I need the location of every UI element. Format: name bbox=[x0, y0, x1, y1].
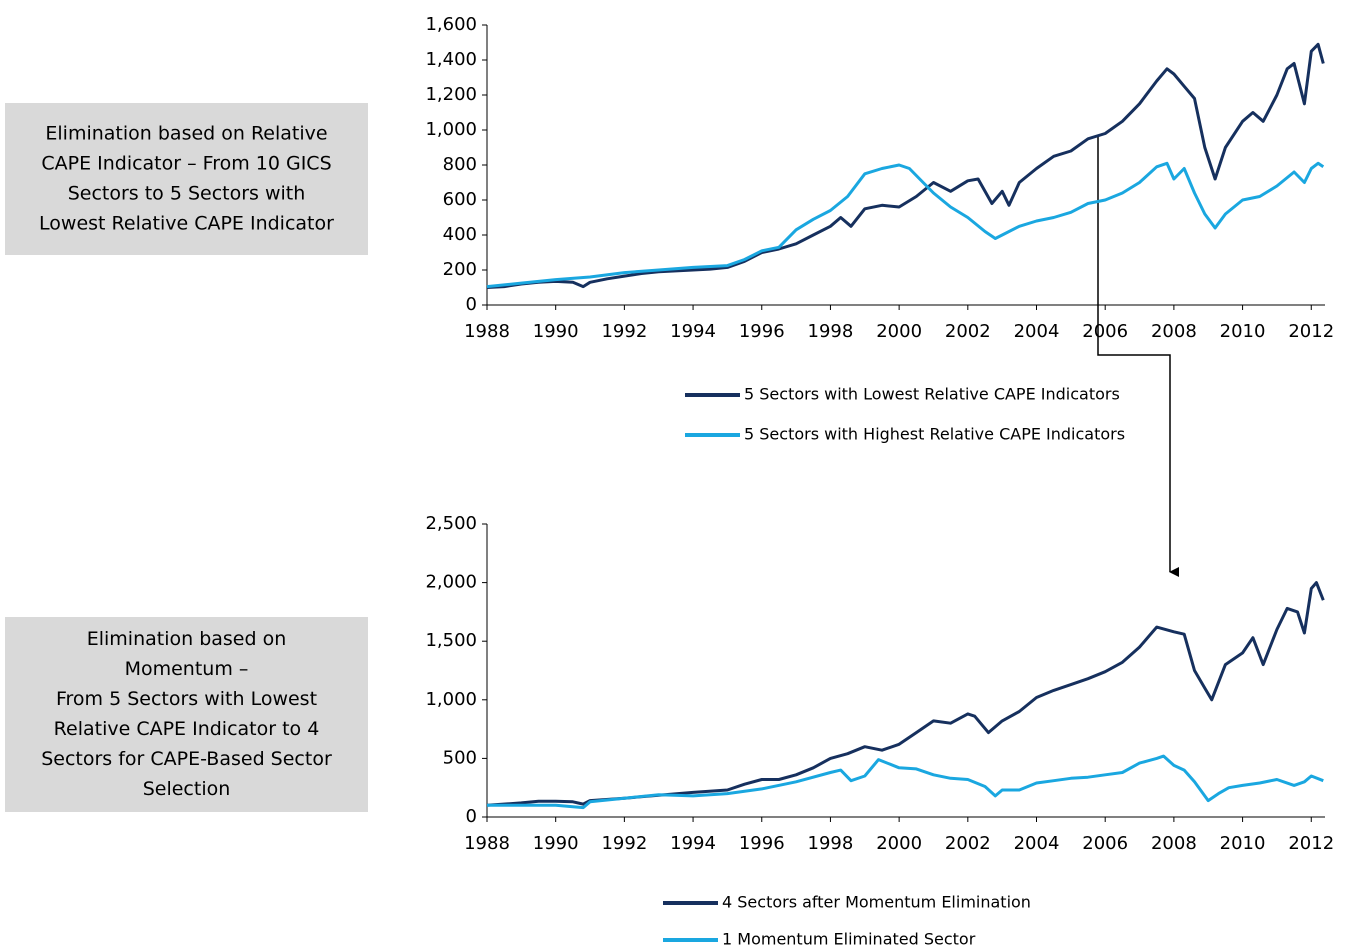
annotation-text: Lowest Relative CAPE Indicator bbox=[39, 213, 334, 235]
series-line bbox=[486, 42, 1325, 289]
x-tick-label: 2008 bbox=[1151, 833, 1197, 854]
series-line bbox=[486, 581, 1325, 807]
annotation-text: Momentum – bbox=[125, 658, 249, 680]
legend-label: 4 Sectors after Momentum Elimination bbox=[722, 893, 1031, 912]
annotation-text: From 5 Sectors with Lowest bbox=[56, 688, 317, 710]
annotation-text: Selection bbox=[143, 778, 231, 800]
x-tick-label: 2006 bbox=[1082, 321, 1128, 342]
x-tick-label: 2006 bbox=[1082, 833, 1128, 854]
y-tick-label: 1,200 bbox=[425, 84, 477, 105]
legend-label: 5 Sectors with Lowest Relative CAPE Indi… bbox=[744, 385, 1120, 404]
legend-label: 5 Sectors with Highest Relative CAPE Ind… bbox=[744, 425, 1125, 444]
annotation-box: Elimination based on Momentum – From 5 Sec… bbox=[5, 617, 368, 812]
x-tick-label: 1998 bbox=[808, 833, 854, 854]
series-line bbox=[487, 754, 1324, 810]
y-tick-label: 1,400 bbox=[425, 49, 477, 70]
x-tick-label: 2004 bbox=[1014, 321, 1060, 342]
x-tick-label: 1988 bbox=[464, 321, 510, 342]
x-tick-label: 2012 bbox=[1288, 321, 1334, 342]
y-tick-label: 1,600 bbox=[425, 14, 477, 35]
annotation-text: Relative CAPE Indicator to 4 bbox=[54, 718, 320, 740]
x-tick-label: 2002 bbox=[945, 833, 991, 854]
x-tick-label: 1994 bbox=[670, 833, 716, 854]
x-tick-label: 2010 bbox=[1220, 833, 1266, 854]
y-tick-label: 1,000 bbox=[425, 119, 477, 140]
x-tick-label: 1994 bbox=[670, 321, 716, 342]
legend: 4 Sectors after Momentum Elimination 1 Mo… bbox=[663, 893, 1031, 949]
x-tick-label: 1992 bbox=[601, 321, 647, 342]
x-tick-label: 2002 bbox=[945, 321, 991, 342]
annotation-text: Sectors for CAPE-Based Sector bbox=[41, 748, 332, 770]
x-tick-label: 2008 bbox=[1151, 321, 1197, 342]
annotation-text: CAPE Indicator – From 10 GICS bbox=[41, 153, 331, 175]
annotation-text: Sectors to 5 Sectors with bbox=[68, 183, 306, 205]
series-line bbox=[486, 161, 1325, 289]
annotation-box: Elimination based on Relative CAPE Indica… bbox=[5, 103, 368, 255]
legend-label: 1 Momentum Eliminated Sector bbox=[722, 930, 976, 949]
y-tick-label: 1,000 bbox=[425, 689, 477, 710]
y-tick-label: 200 bbox=[443, 259, 477, 280]
x-tick-label: 1990 bbox=[533, 321, 579, 342]
y-tick-label: 500 bbox=[443, 747, 477, 768]
x-tick-label: 1996 bbox=[739, 321, 785, 342]
legend: 5 Sectors with Lowest Relative CAPE Indi… bbox=[685, 385, 1125, 444]
x-tick-label: 1992 bbox=[601, 833, 647, 854]
x-tick-label: 1990 bbox=[533, 833, 579, 854]
y-tick-label: 400 bbox=[443, 224, 477, 245]
y-tick-label: 600 bbox=[443, 189, 477, 210]
y-tick-label: 0 bbox=[466, 806, 477, 827]
x-tick-label: 2000 bbox=[876, 321, 922, 342]
annotation-background bbox=[5, 617, 368, 812]
y-tick-label: 2,500 bbox=[425, 513, 477, 534]
y-tick-label: 800 bbox=[443, 154, 477, 175]
flow-arrow bbox=[1097, 135, 1179, 577]
annotation-text: Elimination based on Relative bbox=[45, 123, 327, 145]
x-tick-label: 2004 bbox=[1014, 833, 1060, 854]
x-tick-label: 2010 bbox=[1220, 321, 1266, 342]
annotation-background bbox=[5, 103, 368, 255]
x-tick-label: 1988 bbox=[464, 833, 510, 854]
x-tick-label: 2000 bbox=[876, 833, 922, 854]
x-tick-label: 2012 bbox=[1288, 833, 1334, 854]
y-tick-label: 1,500 bbox=[425, 630, 477, 651]
y-tick-label: 2,000 bbox=[425, 572, 477, 593]
x-tick-label: 1998 bbox=[808, 321, 854, 342]
x-tick-label: 1996 bbox=[739, 833, 785, 854]
annotation-text: Elimination based on bbox=[87, 628, 287, 650]
y-tick-label: 0 bbox=[466, 294, 477, 315]
